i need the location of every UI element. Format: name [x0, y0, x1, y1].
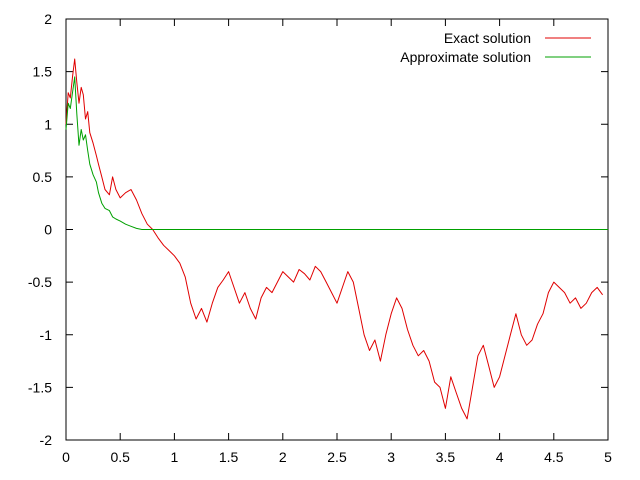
x-tick-label: 2.5 [327, 449, 347, 465]
legend-label-1: Approximate solution [400, 49, 531, 65]
y-axis: -2 -1.5 -1 -0.5 0 0.5 1 1.5 2 [28, 11, 608, 448]
x-axis: 0 0.5 1 1.5 2 2.5 3 3.5 4 4.5 5 [62, 19, 612, 465]
y-tick-label: 0 [44, 222, 52, 238]
legend: Exact solution Approximate solution [400, 30, 591, 65]
y-tick-label: -2 [40, 432, 53, 448]
y-tick-label: 2 [44, 11, 52, 27]
x-tick-label: 5 [604, 449, 612, 465]
x-tick-label: 3.5 [436, 449, 456, 465]
series-line-0 [65, 58, 604, 420]
x-tick-label: 3 [387, 449, 395, 465]
y-tick-label: 0.5 [33, 169, 53, 185]
y-tick-label: 1 [44, 116, 52, 132]
x-tick-label: 1 [171, 449, 179, 465]
x-tick-label: 1.5 [219, 449, 239, 465]
y-tick-label: -0.5 [28, 274, 52, 290]
x-tick-label: 2 [279, 449, 287, 465]
series-layer [65, 58, 608, 420]
x-tick-label: 0.5 [110, 449, 130, 465]
x-tick-label: 4.5 [544, 449, 564, 465]
y-tick-label: 1.5 [33, 64, 53, 80]
y-tick-label: -1.5 [28, 379, 52, 395]
y-tick-label: -1 [40, 327, 53, 343]
x-tick-label: 4 [496, 449, 504, 465]
x-tick-label: 0 [62, 449, 70, 465]
series-line-1 [65, 76, 608, 230]
legend-label-0: Exact solution [444, 30, 531, 46]
